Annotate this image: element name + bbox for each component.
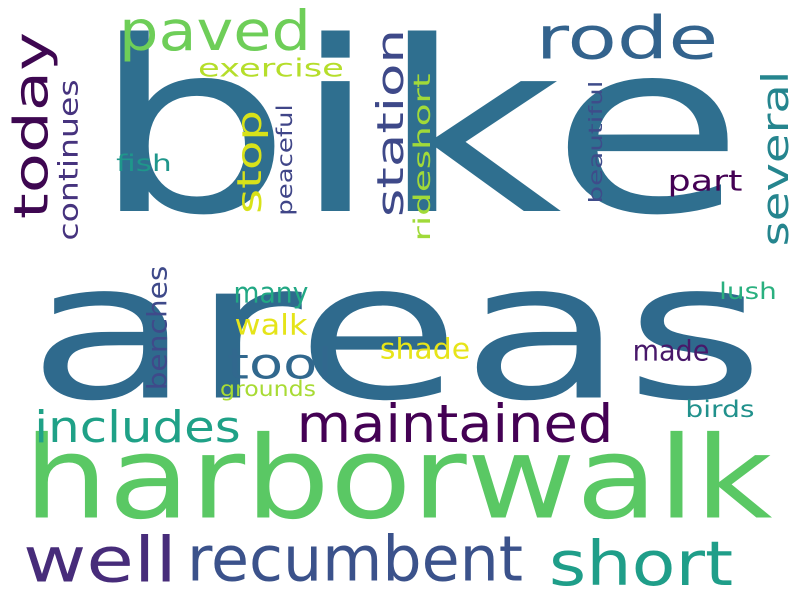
word-many: many [234, 277, 309, 310]
word-lush: lush [719, 279, 777, 305]
word-maintained: maintained [297, 394, 614, 455]
word-areas: areas [27, 222, 764, 443]
word-peaceful: peaceful [273, 104, 297, 215]
word-grounds: grounds [220, 377, 316, 401]
word-rode: rode [536, 4, 718, 73]
word-station: station [370, 29, 412, 217]
word-birds: birds [685, 397, 754, 423]
word-several: several [755, 71, 797, 247]
word-continues: continues [54, 79, 85, 240]
word-fish: fish [116, 151, 172, 177]
word-harborwalk: harborwalk [24, 412, 773, 545]
word-shade: shade [380, 333, 470, 366]
word-rideshort: rideshort [410, 73, 436, 241]
word-includes: includes [34, 403, 240, 453]
word-benches: benches [143, 266, 174, 391]
word-part: part [668, 165, 743, 198]
word-recumbent: recumbent [187, 523, 523, 596]
word-tool: tool [227, 340, 333, 390]
word-exercise: exercise [198, 54, 344, 83]
word-well: well [23, 524, 177, 597]
word-short: short [549, 528, 733, 600]
word-beautiful: beautiful [585, 81, 607, 204]
word-stop: stop [230, 110, 270, 214]
word-walk: walk [235, 309, 309, 342]
word-today: today [5, 32, 60, 219]
word-made: made [633, 335, 710, 368]
word-paved: paved [119, 0, 311, 63]
word-bike: bike [92, 0, 745, 268]
